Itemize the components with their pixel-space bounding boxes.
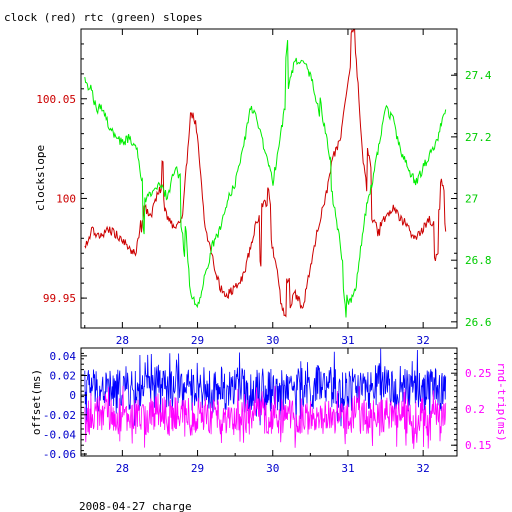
- y-left-tick-label: 0.04: [50, 350, 77, 363]
- y-right-tick-label: 27.2: [465, 131, 492, 144]
- y-left-tick-label: 0: [69, 389, 76, 402]
- x-tick-label: 29: [191, 462, 204, 475]
- y-left-tick-label: 100: [56, 192, 76, 205]
- bottom-chart-ylabel-left: offset(ms): [30, 369, 43, 435]
- series-rtt-line: [84, 385, 447, 449]
- footer-caption: 2008-04-27 charge: [79, 500, 192, 512]
- y-left-tick-label: -0.02: [43, 409, 76, 422]
- y-left-tick-label: 99.95: [43, 292, 76, 305]
- top-chart-series: [84, 28, 447, 318]
- bottom-chart-series: [84, 348, 447, 449]
- series-rtc-line: [84, 40, 447, 318]
- bottom-chart-ylabel-right: rnd-trip(ms): [495, 362, 508, 441]
- x-tick-label: 30: [266, 334, 279, 347]
- y-right-tick-label: 0.25: [465, 367, 492, 380]
- y-left-tick-label: -0.06: [43, 448, 76, 461]
- y-right-tick-label: 27.4: [465, 69, 492, 82]
- y-right-tick-label: 26.8: [465, 254, 492, 267]
- x-tick-label: 32: [417, 462, 430, 475]
- x-tick-label: 30: [266, 462, 279, 475]
- y-right-tick-label: 0.15: [465, 439, 492, 452]
- x-tick-label: 28: [116, 462, 129, 475]
- y-right-tick-label: 27: [465, 193, 478, 206]
- y-left-tick-label: -0.04: [43, 428, 76, 441]
- top-chart-ticks: 28 29 30 31 32 99.95 100 100.05 26.6 26.8 27 27.2 27…: [36, 28, 492, 347]
- series-offset-line: [84, 348, 447, 427]
- top-chart-title: clock (red) rtc (green) slopes: [4, 11, 203, 24]
- x-tick-label: 29: [191, 334, 204, 347]
- y-right-tick-label: 26.6: [465, 316, 492, 329]
- x-tick-label: 32: [417, 334, 430, 347]
- x-tick-label: 31: [341, 462, 354, 475]
- y-right-tick-label: 0.2: [465, 403, 485, 416]
- x-tick-label: 28: [116, 334, 129, 347]
- bottom-chart-ticks: 28 29 30 31 32 -0.06 -0.04 -0.02 0 0.02 0.04 0.15 0.…: [43, 347, 492, 475]
- y-left-tick-label: 100.05: [36, 93, 76, 106]
- y-left-tick-label: 0.02: [50, 369, 77, 382]
- x-tick-label: 31: [341, 334, 354, 347]
- top-chart-ylabel: clockslope: [34, 145, 47, 211]
